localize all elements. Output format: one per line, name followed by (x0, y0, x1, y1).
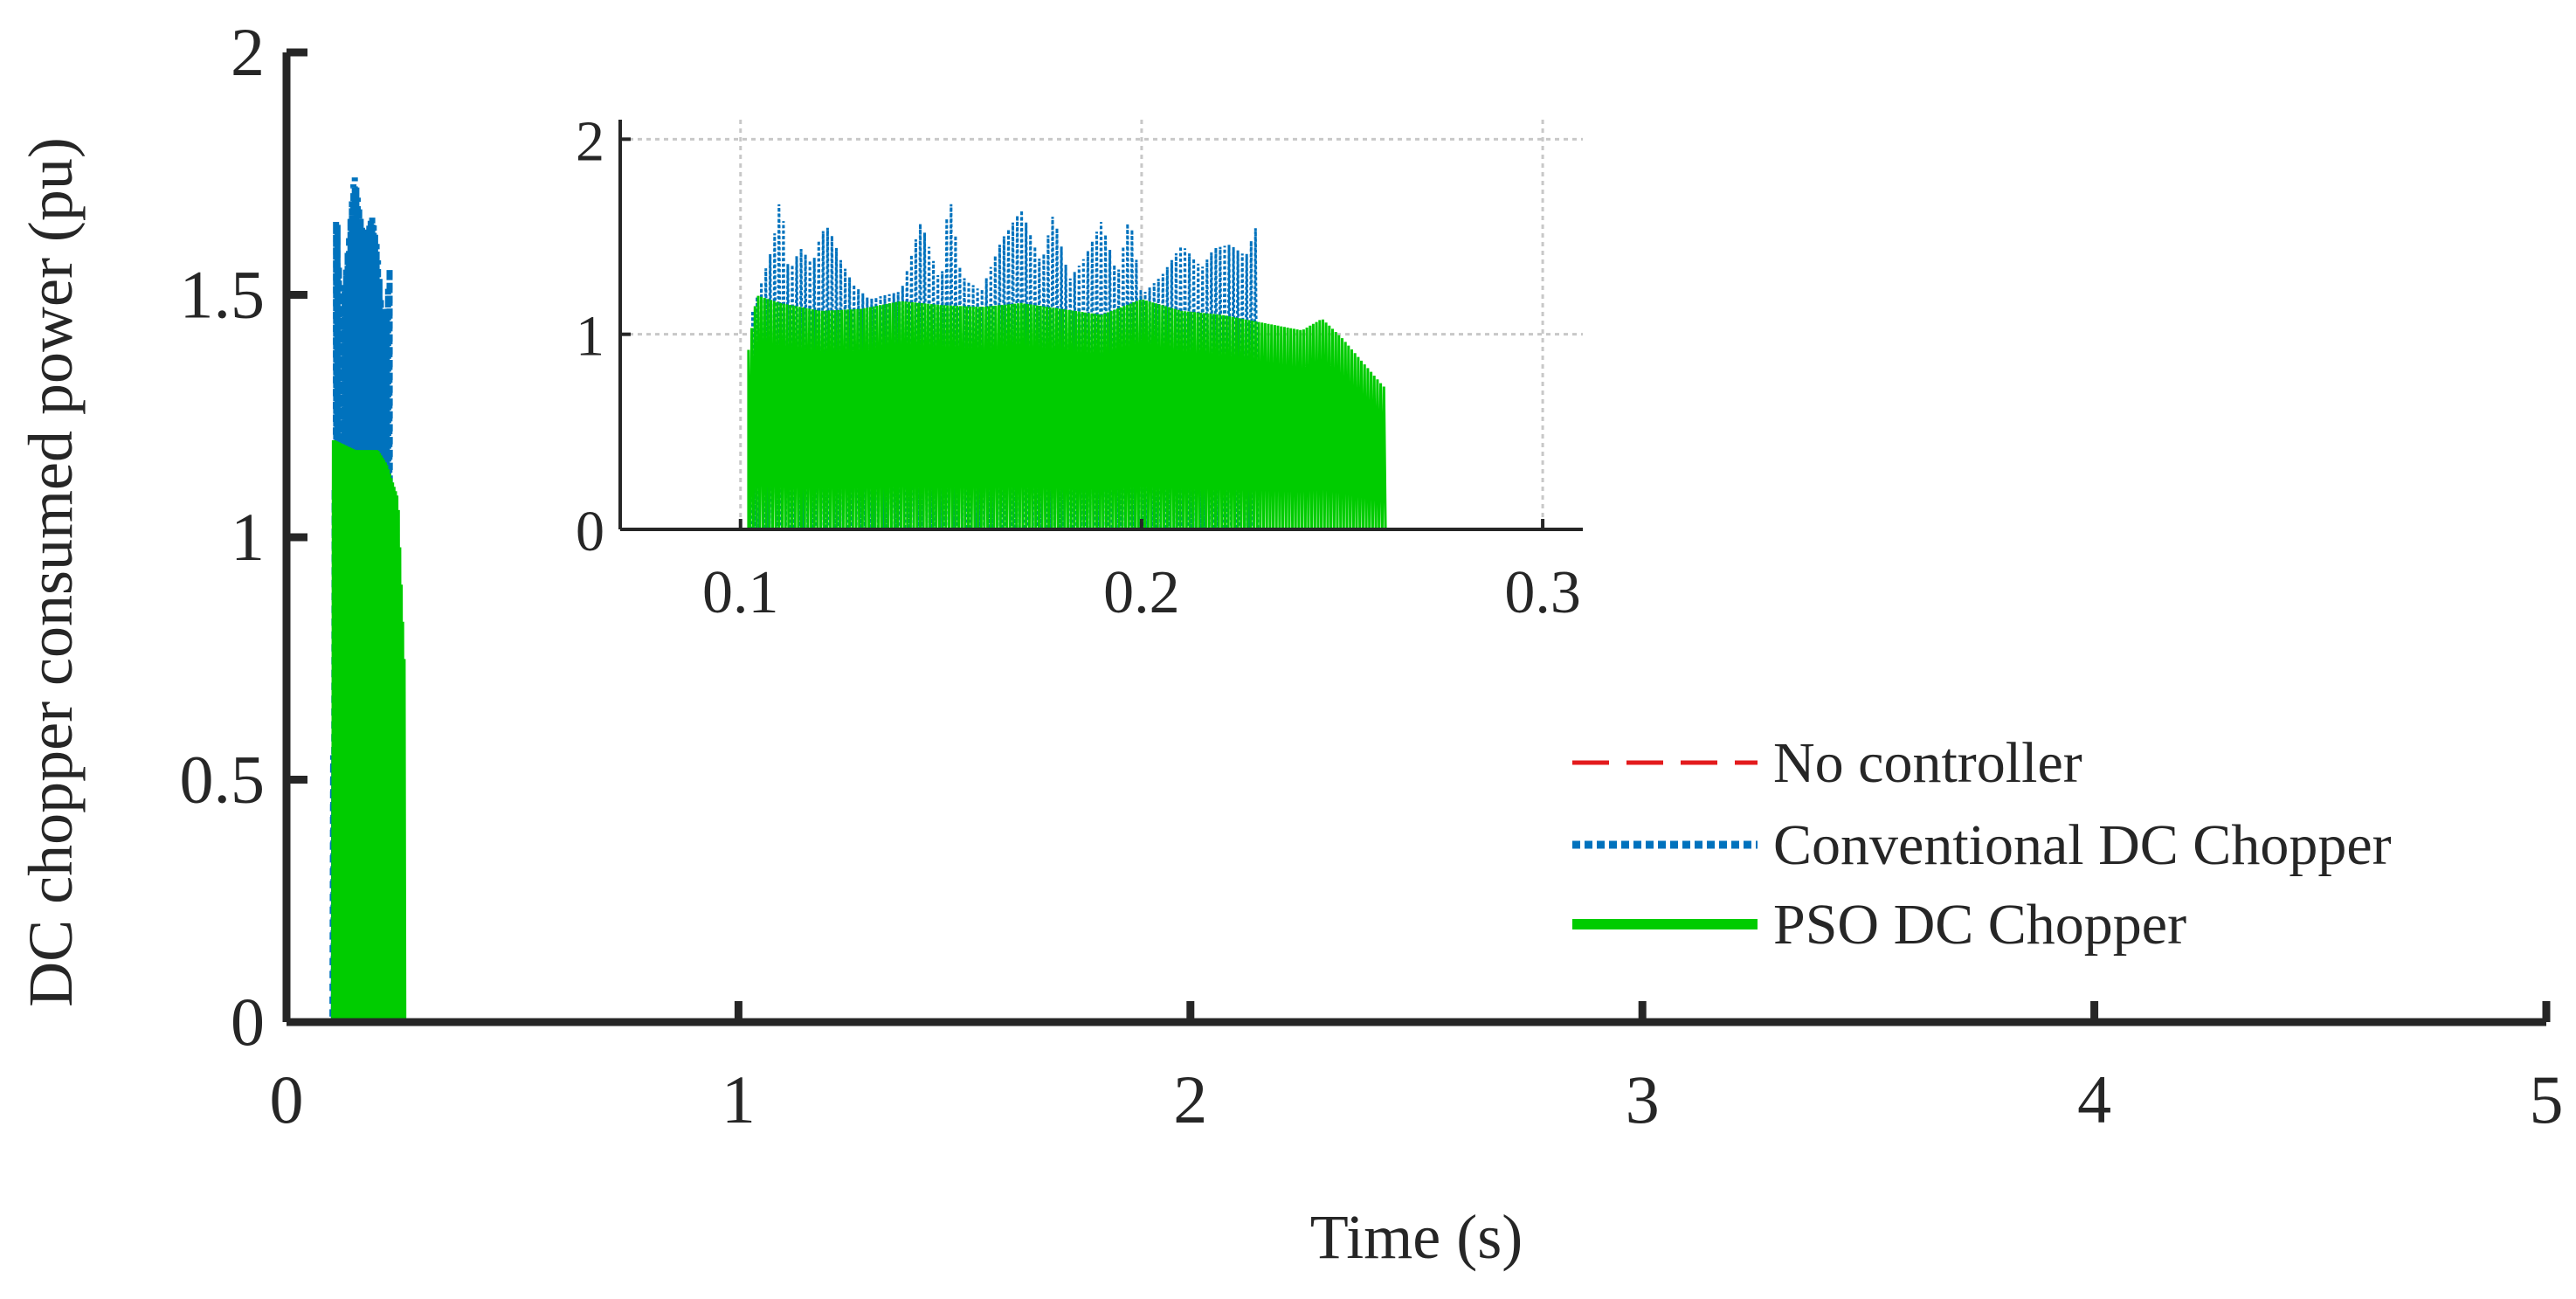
main-series-layer (287, 177, 2546, 1026)
legend-label-conventional: Conventional DC Chopper (1773, 813, 2392, 877)
legend-label-no-controller: No controller (1773, 731, 2082, 795)
main-x-tick-label: 2 (1173, 1061, 1207, 1137)
inset-x-tick-label: 0.1 (702, 559, 779, 626)
main-x-tick-label: 1 (722, 1061, 756, 1137)
inset-y-tick-label: 2 (576, 109, 604, 173)
main-x-tick-label: 3 (1626, 1061, 1660, 1137)
legend: No controller Conventional DC Chopper PS… (1572, 731, 2392, 957)
main-y-tick-label: 0.5 (180, 742, 266, 818)
series-1-line (287, 177, 2546, 1026)
main-ticks: 0 1 2 3 4 5 0 0.5 1 1.5 2 (180, 14, 2564, 1137)
inset-ticks: 0.1 0.2 0.3 0 1 2 (576, 109, 1581, 626)
x-axis-label: Time (s) (1310, 1202, 1523, 1272)
inset-x-tick-label: 0.2 (1103, 559, 1180, 626)
series-2-line (620, 295, 1583, 529)
inset-y-tick-label: 1 (576, 305, 604, 369)
series-2-line (287, 439, 2546, 1025)
main-plot: 0 1 2 3 4 5 0 0.5 1 1.5 2 (180, 14, 2564, 1137)
inset-plot: 0.1 0.2 0.3 0 1 2 (576, 109, 1583, 626)
main-x-tick-label: 0 (270, 1061, 304, 1137)
main-y-tick-label: 0 (231, 984, 265, 1060)
y-axis-label: DC chopper consumed power (pu) (16, 137, 86, 1007)
inset-x-tick-label: 0.3 (1504, 559, 1581, 626)
inset-axes (618, 120, 1583, 531)
legend-label-pso: PSO DC Chopper (1773, 893, 2186, 957)
main-y-tick-label: 1 (231, 499, 265, 575)
inset-series-layer (620, 204, 1583, 529)
main-y-tick-label: 1.5 (180, 257, 266, 333)
main-y-tick-label: 2 (231, 14, 265, 90)
inset-y-tick-label: 0 (576, 500, 604, 563)
main-x-tick-label: 5 (2530, 1061, 2564, 1137)
main-x-tick-label: 4 (2077, 1061, 2111, 1137)
